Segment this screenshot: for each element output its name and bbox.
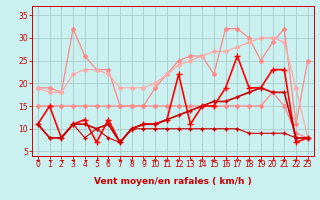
X-axis label: Vent moyen/en rafales ( km/h ): Vent moyen/en rafales ( km/h ): [94, 178, 252, 186]
